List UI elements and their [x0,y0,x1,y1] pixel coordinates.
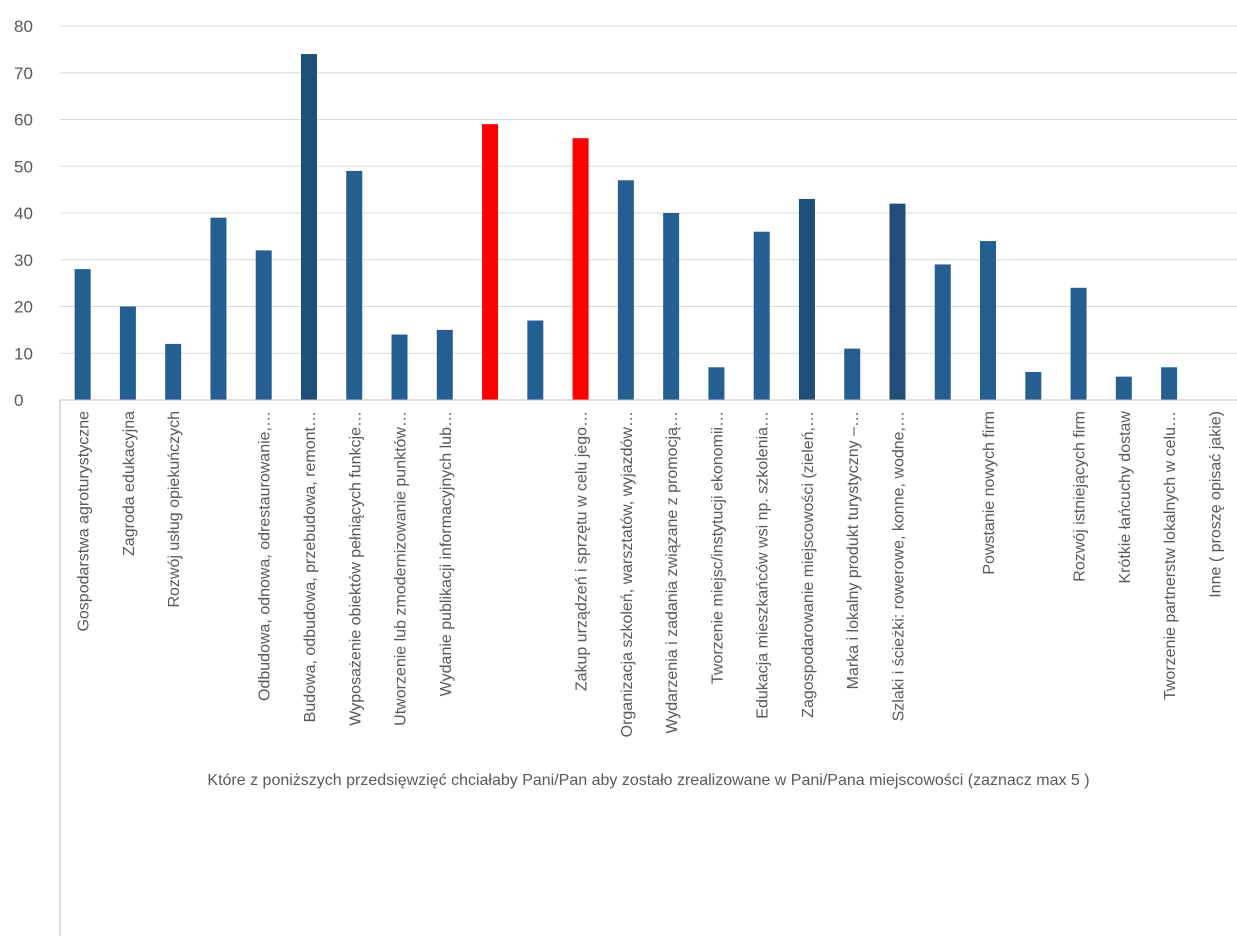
bar [346,170,363,400]
axes [59,399,1237,936]
y-tick-label: 0 [14,391,23,410]
x-tick-label: Zagroda edukacyjna [121,411,138,556]
bar [1115,376,1132,400]
bar [119,306,136,400]
x-tick-label: Inne ( proszę opisać jakie) [1207,411,1224,598]
y-tick-label: 80 [14,17,33,36]
bar [844,348,861,400]
y-axis-ticks: 0 10 20 30 40 50 60 70 80 [14,17,33,410]
x-tick-label: Utworzenie lub zmodernizowanie punktów… [393,411,410,726]
y-tick-label: 40 [14,204,33,223]
bar [889,203,906,400]
x-tick-label: Organizacja szkoleń, warsztatów, wyjazdó… [619,411,636,737]
bar [663,213,680,400]
x-tick-label: Krótkie łańcuchy dostaw [1117,411,1134,584]
gridlines [60,25,1237,354]
bar [300,54,317,401]
bar [436,329,453,400]
x-tick-label: Wydarzenia i zadania związane z promocją… [664,411,681,734]
bar [617,180,634,400]
bar [753,231,770,400]
y-tick-label: 50 [14,157,33,176]
x-tick-label: Rozwój istniejących firm [1072,411,1089,582]
bars [74,54,1178,401]
bar [980,241,997,400]
x-tick-label: Zagospodarowanie miejscowości (zieleń,… [800,411,817,718]
x-axis-title: Które z poniższych przedsięwzięć chciała… [207,772,1090,789]
y-tick-label: 30 [14,251,33,270]
bar [798,198,815,400]
bar [391,334,408,400]
x-tick-label: Wydanie publikacji informacyjnych lub… [438,411,455,696]
bar [572,138,589,400]
x-tick-label: Rozwój usług opiekuńczych [166,411,183,608]
x-tick-label: Powstanie nowych firm [981,411,998,575]
bar [1161,367,1178,400]
bar [482,124,499,401]
x-tick-label: Zakup urządzeń i sprzętu w celu jego… [574,411,591,691]
x-tick-label: Wyposażenie obiektów pełniących funkcje… [347,411,364,726]
bar [165,343,182,400]
bar [1025,371,1042,400]
x-tick-label: Tworzenie partnerstw lokalnych w celu… [1162,411,1179,700]
bar [934,264,951,400]
y-tick-label: 70 [14,64,33,83]
bar [255,250,272,400]
x-tick-label: Gospodarstwa agroturystyczne [76,411,93,632]
x-tick-label: Marka i lokalny produkt turystyczny –… [845,411,862,689]
y-tick-label: 20 [14,298,33,317]
bar [527,320,544,400]
bar [210,217,227,400]
y-tick-label: 60 [14,111,33,130]
bar [74,269,91,400]
y-tick-label: 10 [14,344,33,363]
x-tick-label: Tworzenie miejsc/instytucji ekonomii… [709,411,726,684]
bar [1070,287,1087,400]
x-tick-label: Budowa, odbudowa, przebudowa, remont… [302,411,319,722]
bar [708,367,725,400]
x-tick-label: Odbudowa, odnowa, odrestaurowanie,… [257,411,274,701]
x-tick-label: Szlaki i ścieżki: rowerowe, konne, wodne… [890,411,907,721]
x-axis-category-labels: Gospodarstwa agroturystyczne Zagroda eduk… [76,411,1225,738]
x-tick-label: Edukacja mieszkańców wsi np. szkolenia… [755,411,772,719]
